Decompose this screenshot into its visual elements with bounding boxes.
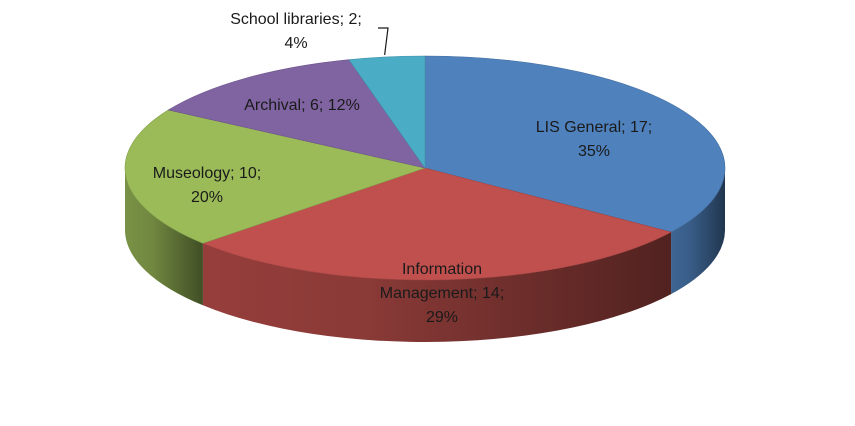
data-label-line: LIS General; 17; [536,119,653,136]
data-label-line: 20% [191,189,223,206]
slice-museology [124,109,427,244]
pie-side-layer [125,168,725,343]
slice-school-libraries [348,55,426,169]
slice-side-information-management [202,232,672,343]
data-label-lis-general: LIS General; 17; 35% [536,119,653,160]
data-label-line: Archival; 6; 12% [244,97,360,114]
data-label-museology: Museology; 10; 20% [153,165,262,206]
slice-side-museology [125,168,203,306]
data-label-line: School libraries; 2; [230,11,362,28]
slice-lis-general [424,55,726,233]
pie-top-layer [124,55,726,281]
data-label-information-management: Information Management; 14; 29% [380,261,505,326]
data-label-line: Information [402,261,482,278]
leader-line-school-libraries [378,27,389,55]
data-label-line: 29% [426,309,458,326]
data-label-line: Management; 14; [380,285,505,302]
slice-side-lis-general [671,168,725,295]
leader-line-layer [378,27,389,55]
slice-archival [167,59,426,169]
label-layer: LIS General; 17; 35% Information Management… [153,11,653,326]
slice-information-management [202,167,672,281]
data-label-school-libraries: School libraries; 2; 4% [230,11,362,52]
data-label-line: Museology; 10; [153,165,262,182]
data-label-line: 4% [284,35,307,52]
data-label-archival: Archival; 6; 12% [244,97,360,114]
data-label-line: 35% [578,143,610,160]
